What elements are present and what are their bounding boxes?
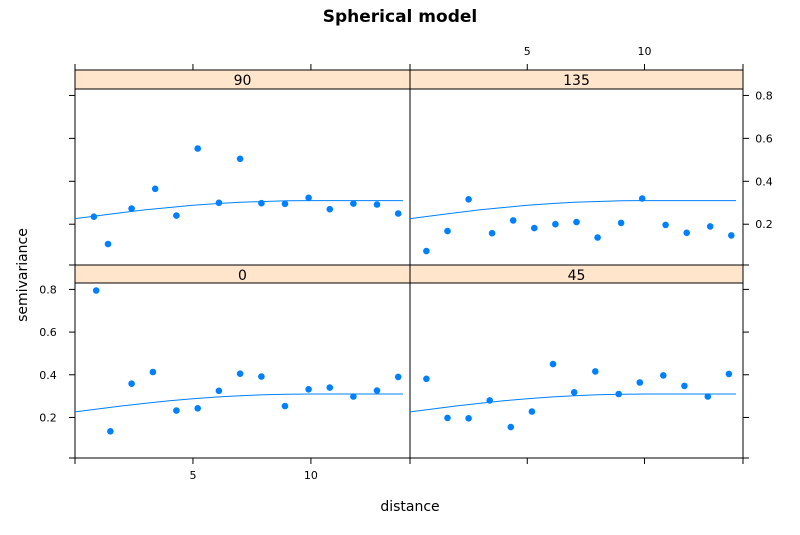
panel-45: 45 <box>409 264 744 459</box>
panel-frame <box>409 282 744 459</box>
panel-0: 0 <box>74 264 411 459</box>
panel-frame <box>409 88 744 266</box>
x-tick-label: 10 <box>638 45 652 58</box>
data-point <box>236 370 244 378</box>
data-point <box>350 393 357 400</box>
data-point <box>488 229 496 237</box>
data-point <box>173 407 180 414</box>
data-point <box>706 223 714 230</box>
fitted-curve <box>409 393 736 413</box>
panel-frame <box>74 282 411 459</box>
data-point <box>573 218 580 226</box>
data-point <box>549 360 557 368</box>
x-tick-label: 5 <box>189 469 196 482</box>
panel-frame <box>74 88 411 266</box>
data-point <box>326 205 334 213</box>
y-tick-label: 0.2 <box>755 218 773 231</box>
data-point <box>728 232 735 239</box>
data-point <box>149 368 157 376</box>
data-point <box>636 379 644 386</box>
fitted-curve <box>409 200 736 220</box>
data-point <box>507 423 515 431</box>
data-point <box>326 384 334 391</box>
fitted-curve <box>74 393 403 413</box>
y-tick-label: 0.4 <box>755 175 773 188</box>
data-point <box>128 380 135 388</box>
data-point <box>615 390 622 398</box>
data-point <box>444 414 451 422</box>
strip-label: 0 <box>238 268 247 284</box>
data-point <box>258 373 265 380</box>
data-point <box>394 210 402 217</box>
data-point <box>258 199 265 207</box>
data-point <box>570 389 578 396</box>
fitted-curve <box>74 200 403 220</box>
data-point <box>92 287 100 294</box>
data-point <box>725 370 733 378</box>
y-axis-title: semivariance <box>15 228 31 322</box>
data-point <box>194 145 201 152</box>
data-point <box>394 373 402 381</box>
data-point <box>660 372 667 379</box>
data-point <box>107 428 114 435</box>
strip-label: 45 <box>568 268 586 284</box>
panel-90: 90 <box>74 69 411 266</box>
data-point <box>305 386 312 393</box>
data-point <box>683 229 690 237</box>
x-tick-label: 10 <box>304 469 318 482</box>
data-point <box>617 219 625 227</box>
data-point <box>486 397 494 404</box>
data-point <box>552 220 559 228</box>
data-point <box>373 387 381 394</box>
x-axis-title: distance <box>380 499 439 515</box>
y-tick-label: 0.6 <box>39 326 57 339</box>
data-point <box>704 393 712 400</box>
y-tick-label: 0.8 <box>755 89 773 102</box>
data-point <box>215 199 223 207</box>
data-point <box>594 234 601 241</box>
data-point <box>194 405 201 412</box>
data-point <box>531 224 538 232</box>
data-point <box>638 195 646 202</box>
data-point <box>444 227 451 235</box>
data-point <box>465 415 472 422</box>
data-point <box>465 196 472 203</box>
axes-layer: 5 5 10 10 0.2 0.2 0.4 0.4 0.6 0.6 0.8 0.8 <box>39 45 773 482</box>
data-point <box>215 387 223 395</box>
data-point <box>350 200 357 207</box>
y-tick-label: 0.6 <box>755 132 773 145</box>
data-point <box>236 155 244 163</box>
y-tick-label: 0.2 <box>39 411 57 424</box>
data-point <box>90 213 98 220</box>
y-tick-label: 0.4 <box>39 369 57 382</box>
panels-layer: 90 135 0 45 <box>74 69 744 459</box>
chart-title: Spherical model <box>323 7 477 27</box>
data-point <box>305 194 312 202</box>
x-tick-label: 5 <box>524 45 531 58</box>
data-point <box>423 247 430 255</box>
data-point <box>662 221 669 229</box>
data-point <box>173 212 180 219</box>
strip-label: 90 <box>234 73 252 89</box>
data-point <box>128 205 135 212</box>
data-point <box>373 201 381 208</box>
panel-135: 135 <box>409 69 744 266</box>
data-point <box>592 368 599 375</box>
data-point <box>151 185 159 193</box>
data-point <box>681 382 688 390</box>
data-point <box>509 217 517 224</box>
data-point <box>104 240 112 248</box>
strip-label: 135 <box>563 73 590 89</box>
y-tick-label: 0.8 <box>39 283 57 296</box>
data-point <box>528 408 536 415</box>
data-point <box>281 200 289 208</box>
data-point <box>423 375 430 383</box>
data-point <box>281 402 289 410</box>
